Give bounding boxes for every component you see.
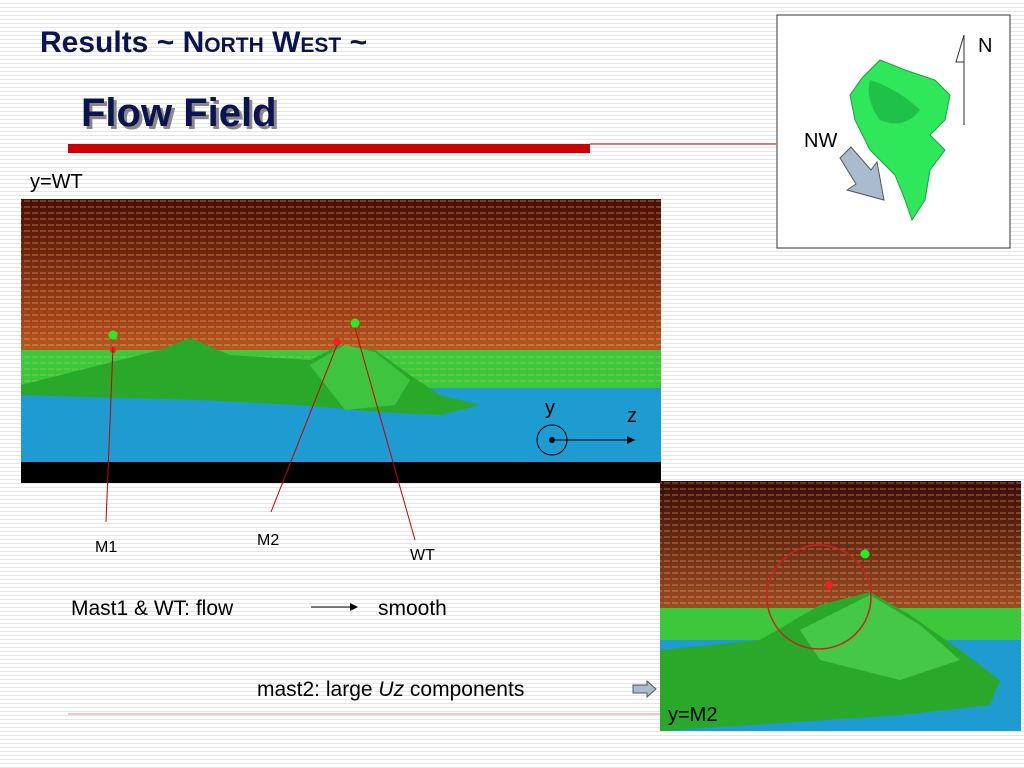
text-part: mast2: large <box>257 678 373 701</box>
flow-image-m2 <box>660 481 1021 731</box>
image-label-m2: y=M2 <box>668 704 717 726</box>
m2-leader <box>270 344 338 513</box>
wind-arrow <box>839 146 885 201</box>
text-part: components <box>410 678 524 701</box>
map-relief <box>868 80 920 124</box>
image-label: y=WT <box>30 171 83 193</box>
mast-m2-point <box>333 338 341 346</box>
note-arrow-head <box>350 603 358 611</box>
m2-highlight <box>766 544 872 650</box>
mast-wt-point <box>350 318 360 328</box>
title-bar <box>68 144 590 153</box>
subtitle: Flow Field <box>81 91 277 135</box>
subtitle-shadow: Flow Field <box>84 94 280 138</box>
text-part: Results ~ <box>40 26 174 59</box>
note-line1-end: smooth <box>378 597 447 620</box>
wt-point <box>860 549 870 559</box>
axis-y-label: y <box>545 397 555 419</box>
title: Results ~ North West ~ <box>40 26 367 59</box>
note2-arrow <box>632 679 657 699</box>
m2-label: M2 <box>257 532 279 549</box>
text-part: ~ <box>350 26 368 59</box>
north-arrow <box>955 34 965 63</box>
direction-label: NW <box>804 130 837 152</box>
axis-z-label: z <box>627 405 637 427</box>
text-part: West <box>272 26 341 59</box>
m2-point <box>825 581 833 589</box>
m1-label: M1 <box>95 539 117 556</box>
text-part: North <box>183 26 264 59</box>
note-line1: Mast1 & WT: flow <box>71 597 234 620</box>
m1-leader <box>105 346 114 523</box>
text-part: Uz <box>378 678 404 701</box>
note-line2: mast2: large Uz components <box>257 678 524 701</box>
wt-label: WT <box>410 547 435 564</box>
flow-image <box>21 199 661 483</box>
axis-z-head <box>627 436 635 444</box>
wt-leader <box>354 327 416 541</box>
north-label: N <box>978 35 992 57</box>
mast-m1-point <box>108 330 118 340</box>
